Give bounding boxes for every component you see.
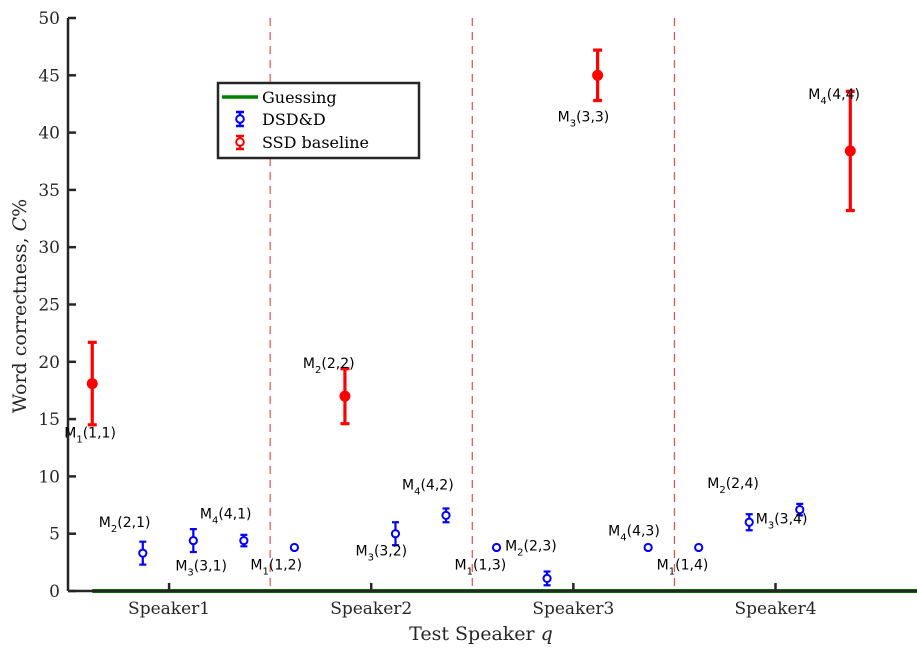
point-24-marker [744,517,754,527]
point-24-label: M2(2,4) [707,476,759,496]
legend-ssd-label: SSD baseline [262,133,369,152]
legend-dsdd-label: DSD&D [262,110,326,129]
legend-dsdd-marker [235,114,245,124]
y-tick-label-10: 10 [38,467,60,487]
legend-entry-ssd: SSD baseline [235,133,369,152]
point-41-label: M4(4,1) [200,507,252,527]
legend-entry-dsdd: DSD&D [235,110,326,129]
point-23-label: M2(2,3) [505,538,557,558]
point-42-label: M4(4,2) [402,477,454,497]
y-tick-label-5: 5 [49,525,60,545]
point-34-marker [795,505,805,515]
point-22-marker [339,390,351,402]
point-32-marker [390,529,401,539]
point-43-marker [643,542,653,553]
point-42-marker [441,510,451,520]
point-22-label: M2(2,2) [303,356,355,376]
point-44-marker [844,145,856,157]
x-tick-label-4: Speaker4 [734,599,816,619]
y-tick-label-25: 25 [38,296,60,316]
point-14-marker [694,542,704,553]
y-tick-label-50: 50 [38,9,60,29]
x-tick-label-1: Speaker1 [128,599,210,619]
point-11-marker [86,378,98,390]
axes: 0 5 10 15 20 25 30 35 40 45 50 Speaker1 Speaker2 Spea… [38,9,917,619]
y-tick-label-0: 0 [49,582,60,602]
point-43-label: M4(4,3) [608,523,660,543]
point-32-label: M3(3,2) [355,544,407,564]
point-31-marker [188,535,198,546]
point-13-label: M1(1,3) [455,557,507,577]
point-23-marker [542,573,552,583]
y-axis-label: Word correctness, C% [9,199,31,413]
point-44-label: M4(4,4) [808,87,860,107]
point-21-marker [138,548,148,558]
point-12-marker [289,542,299,553]
y-tick-label-15: 15 [38,410,60,430]
y-tick-label-30: 30 [38,238,60,258]
point-12-label: M1(1,2) [250,557,302,577]
x-tick-label-3: Speaker3 [532,599,614,619]
point-21-label: M2(2,1) [99,515,151,535]
data-points [86,48,856,587]
x-tick-label-2: Speaker2 [330,599,412,619]
point-13-marker [491,542,502,553]
point-11-label: M1(1,1) [64,426,116,446]
point-34-label: M3(3,4) [756,512,808,532]
legend-entry-guessing: Guessing [222,88,337,107]
point-31-label: M3(3,1) [175,559,227,579]
point-33-label: M3(3,3) [558,109,610,129]
y-tick-label-35: 35 [38,181,60,201]
x-axis-label: Test Speaker q [409,623,553,645]
point-14-label: M1(1,4) [657,557,709,577]
legend-ssd-marker [235,137,245,147]
point-labels: M1(1,1) M2(2,1) M3(3,1) M4(4,1) M1(1,2) M2(2,… [64,87,860,579]
y-tick-label-40: 40 [38,124,60,144]
point-41-marker [239,535,249,546]
separator-layer [269,18,676,591]
legend: Guessing DSD&D SSD baseline [216,81,421,160]
legend-guessing-label: Guessing [262,88,337,107]
y-tick-label-20: 20 [38,353,60,373]
point-33-marker [592,69,604,81]
y-tick-label-45: 45 [38,66,60,86]
